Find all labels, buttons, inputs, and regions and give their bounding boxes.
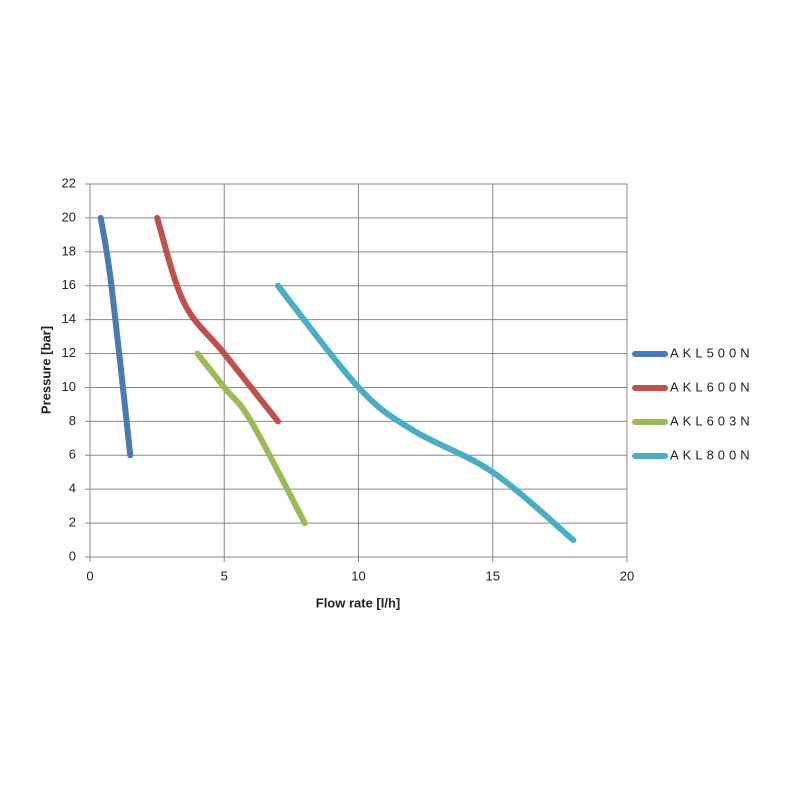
x-axis-title: Flow rate [l/h] (316, 595, 401, 610)
data-line (97, 214, 134, 459)
y-tick-label: 18 (62, 243, 76, 258)
x-tick-label: 5 (221, 568, 228, 583)
x-tick-label: 10 (351, 568, 365, 583)
y-tick-label: 2 (69, 515, 76, 530)
legend-label: AKL800N (670, 447, 754, 462)
y-tick-label: 16 (62, 277, 76, 292)
data-line (194, 350, 308, 527)
x-tick-label: 15 (486, 568, 500, 583)
x-tick-label: 20 (620, 568, 634, 583)
y-axis-title: Pressure [bar] (38, 326, 53, 414)
data-line (274, 282, 577, 544)
legend-label: AKL600N (670, 379, 754, 394)
y-tick-label: 14 (62, 311, 76, 326)
legend-label: AKL500N (670, 345, 754, 360)
y-tick-label: 0 (69, 548, 76, 563)
y-tick-label: 22 (62, 175, 76, 190)
plot-border (89, 183, 628, 558)
y-tick-label: 6 (69, 447, 76, 462)
y-tick-label: 12 (62, 345, 76, 360)
y-tick-label: 10 (62, 379, 76, 394)
y-tick-label: 20 (62, 209, 76, 224)
legend-label: AKL603N (670, 413, 754, 428)
data-line (154, 214, 281, 425)
y-tick-label: 4 (69, 481, 76, 496)
y-tick-label: 8 (69, 413, 76, 428)
x-tick-label: 0 (86, 568, 93, 583)
